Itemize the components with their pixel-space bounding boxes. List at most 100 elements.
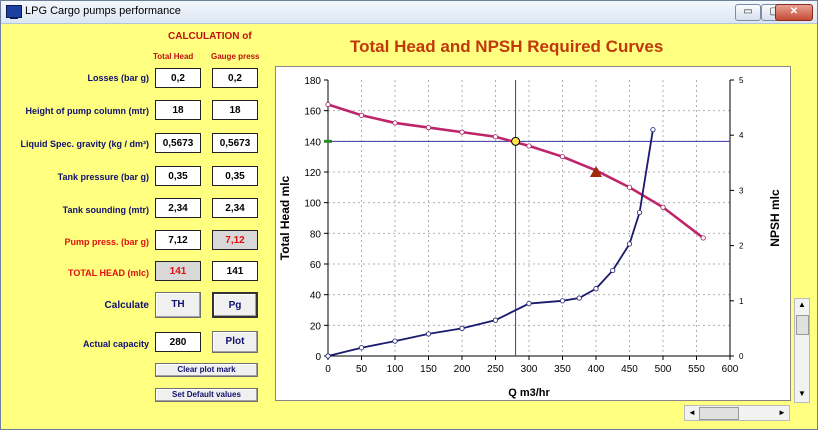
total-head-total-output: 141: [155, 261, 201, 281]
data-point-total-head: [626, 184, 633, 190]
x-tick-label: 500: [655, 364, 672, 375]
operating-point: [511, 136, 521, 146]
data-point-total-head: [526, 143, 532, 149]
scroll-down-arrow[interactable]: ▼: [798, 389, 806, 398]
y-tick-label: 140: [304, 137, 321, 148]
y-tick-label: 120: [304, 168, 321, 179]
x-tick-label: 350: [554, 364, 571, 375]
scroll-up-arrow[interactable]: ▲: [798, 300, 806, 309]
y-tick-label: 40: [310, 291, 322, 302]
tank-sounding-label: Tank sounding (mtr): [62, 205, 149, 215]
y-tick-label: 180: [304, 76, 321, 87]
losses-gauge-input[interactable]: 0,2: [212, 68, 258, 88]
spec-gravity-total-input[interactable]: 0,5673: [155, 133, 201, 153]
y-axis-title: Total Head mlc: [278, 175, 292, 260]
data-point-npsh: [650, 127, 656, 133]
data-point-total-head: [559, 154, 566, 160]
data-point-total-head: [358, 112, 365, 118]
vertical-scrollbar[interactable]: ▲ ▼: [794, 298, 810, 403]
y-tick-label: 60: [310, 260, 322, 271]
x-tick-label: 250: [487, 364, 504, 375]
chart-panel: 0 50 100 150 200 250 300 350 400 450 500 550 600 0 20 4…: [275, 66, 791, 401]
x-axis-title: Q m3/hr: [508, 387, 550, 399]
clear-plot-mark-button[interactable]: Clear plot mark: [155, 363, 258, 377]
tank-pressure-total-input[interactable]: 0,35: [155, 166, 201, 186]
actual-capacity-label: Actual capacity: [82, 339, 149, 349]
pump-press-label: Pump press. (bar g): [64, 237, 149, 247]
y2-tick-label: 2: [739, 242, 744, 251]
data-point-npsh: [459, 325, 465, 331]
data-point-total-head: [700, 235, 706, 241]
tank-pressure-label: Tank pressure (bar g): [57, 172, 149, 182]
y2-tick-label: 4: [739, 131, 744, 140]
pump-press-total-input[interactable]: 7,12: [155, 230, 201, 250]
x-tick-label: 300: [521, 364, 538, 375]
losses-label: Losses (bar g): [87, 73, 149, 83]
data-point-npsh: [325, 353, 331, 359]
actual-capacity-input[interactable]: 280: [155, 332, 201, 352]
x-tick-label: 400: [588, 364, 605, 375]
x-tick-label: 200: [454, 364, 471, 375]
total-head-gauge-input[interactable]: 141: [212, 261, 258, 281]
set-default-values-button[interactable]: Set Default values: [155, 388, 258, 402]
plot-mark-triangle: [590, 166, 602, 177]
data-point-total-head: [660, 204, 666, 210]
tank-pressure-gauge-input[interactable]: 0,35: [212, 166, 258, 186]
window-title: LPG Cargo pumps performance: [25, 5, 181, 17]
title-bar: LPG Cargo pumps performance ▭ ▢ ✕: [1, 1, 817, 24]
data-point-npsh: [593, 286, 599, 292]
y2-tick-label: 0: [739, 352, 744, 361]
chart-title: Total Head and NPSH Required Curves: [350, 37, 664, 56]
data-point-total-head: [325, 101, 331, 108]
spec-gravity-gauge-input[interactable]: 0,5673: [212, 133, 258, 153]
y2-axis-title: NPSH mlc: [768, 189, 782, 247]
losses-total-input[interactable]: 0,2: [155, 68, 201, 88]
tank-sounding-total-input[interactable]: 2,34: [155, 198, 201, 218]
data-point-npsh: [358, 345, 365, 351]
data-point-total-head: [492, 134, 499, 140]
col-header-total-head: Total Head: [153, 52, 194, 61]
scroll-right-arrow[interactable]: ►: [778, 408, 786, 417]
pump-column-height-label: Height of pump column (mtr): [25, 106, 150, 116]
horizontal-scroll-thumb[interactable]: [699, 407, 739, 420]
data-point-npsh: [576, 295, 582, 301]
scroll-left-arrow[interactable]: ◄: [688, 408, 696, 417]
x-tick-label: 100: [387, 364, 404, 375]
calculate-label: Calculate: [104, 300, 149, 311]
y2-tick-label: 5: [739, 76, 744, 85]
pump-column-height-gauge-input[interactable]: 18: [212, 100, 258, 120]
y-tick-label: 100: [304, 199, 321, 210]
horizontal-scrollbar[interactable]: ◄ ►: [684, 405, 790, 421]
x-tick-label: 550: [688, 364, 705, 375]
tank-sounding-gauge-input[interactable]: 2,34: [212, 198, 258, 218]
series-line-npsh: [327, 129, 654, 357]
col-header-gauge-press: Gauge press: [211, 52, 260, 61]
data-point-npsh: [559, 298, 566, 304]
vertical-scroll-thumb[interactable]: [796, 315, 809, 335]
x-tick-label: 450: [621, 364, 638, 375]
calculation-title: CALCULATION of: [168, 31, 252, 42]
pump-column-height-total-input[interactable]: 18: [155, 100, 201, 120]
data-point-npsh: [425, 331, 432, 337]
performance-chart: 0 50 100 150 200 250 300 350 400 450 500 550 6000204…: [278, 76, 782, 399]
app-icon: [6, 5, 22, 19]
calculate-pg-button[interactable]: Pg: [212, 292, 258, 318]
y2-tick-label: 1: [739, 297, 744, 306]
minimize-button[interactable]: ▭: [735, 4, 761, 21]
data-point-npsh: [526, 300, 532, 307]
total-head-label: TOTAL HEAD (mlc): [67, 268, 149, 278]
data-point-total-head: [392, 120, 398, 126]
spec-gravity-label: Liquid Spec. gravity (kg / dm³): [20, 139, 149, 149]
x-tick-label: 150: [420, 364, 437, 375]
pump-press-gauge-output: 7,12: [212, 230, 258, 250]
calculate-th-button[interactable]: TH: [155, 292, 201, 318]
data-point-npsh: [492, 317, 499, 323]
data-point-npsh: [626, 241, 633, 247]
data-point-total-head: [425, 124, 432, 131]
y-tick-label: 160: [304, 107, 321, 118]
close-button[interactable]: ✕: [775, 4, 813, 21]
plot-button[interactable]: Plot: [212, 331, 258, 353]
data-point-npsh: [636, 209, 643, 216]
x-tick-label: 0: [325, 364, 331, 375]
data-point-npsh: [610, 267, 616, 274]
